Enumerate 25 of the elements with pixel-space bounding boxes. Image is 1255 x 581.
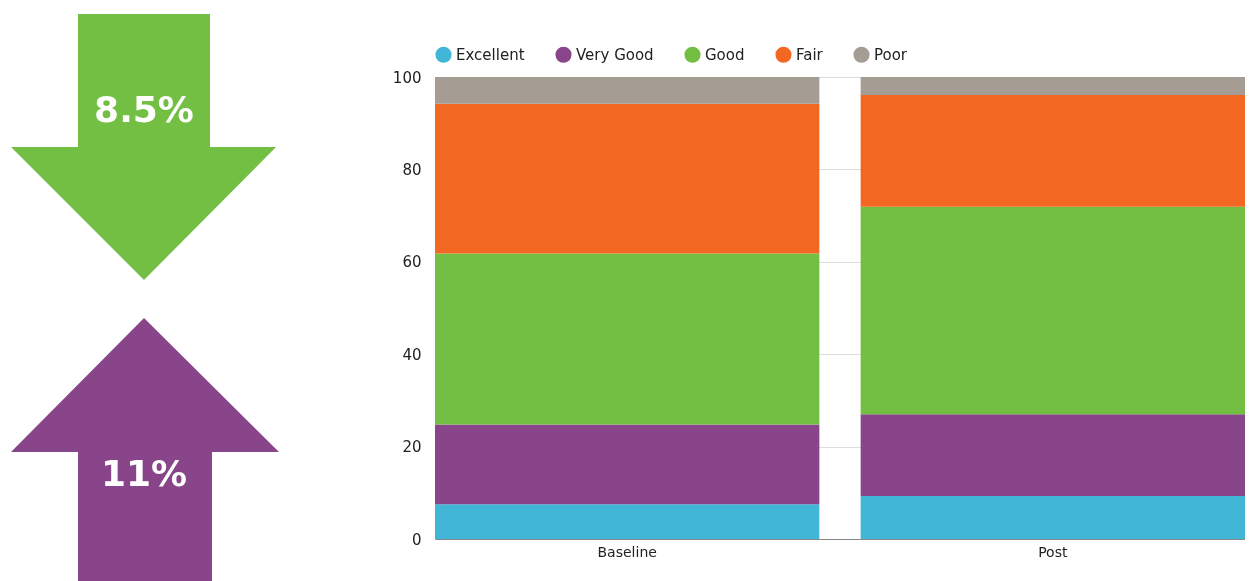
legend-label: Poor (874, 45, 908, 64)
bar (860, 206, 1245, 415)
bar (435, 253, 820, 425)
legend-label: Fair (796, 45, 824, 64)
bar (860, 496, 1245, 539)
y-tick-label: 60 (402, 253, 422, 272)
y-tick-label: 40 (402, 345, 422, 364)
legend-label: Good (705, 45, 745, 64)
y-tick-label: 80 (402, 160, 422, 179)
x-tick-label: Baseline (597, 543, 657, 560)
text: 8.5% (94, 89, 194, 130)
y-tick-label: 20 (402, 438, 422, 457)
y-tick-label: 0 (411, 530, 422, 549)
bar (435, 77, 820, 104)
bar (435, 504, 820, 539)
bar (860, 77, 1245, 96)
bar (435, 103, 820, 254)
bar (860, 414, 1245, 497)
text: 11% (100, 453, 188, 494)
legend-label: Excellent (456, 45, 525, 64)
x-tick-label: Post (1038, 543, 1068, 560)
bar (860, 95, 1245, 207)
legend-label: Very Good (576, 45, 654, 64)
y-tick-label: 100 (392, 68, 422, 87)
bar (435, 424, 820, 505)
